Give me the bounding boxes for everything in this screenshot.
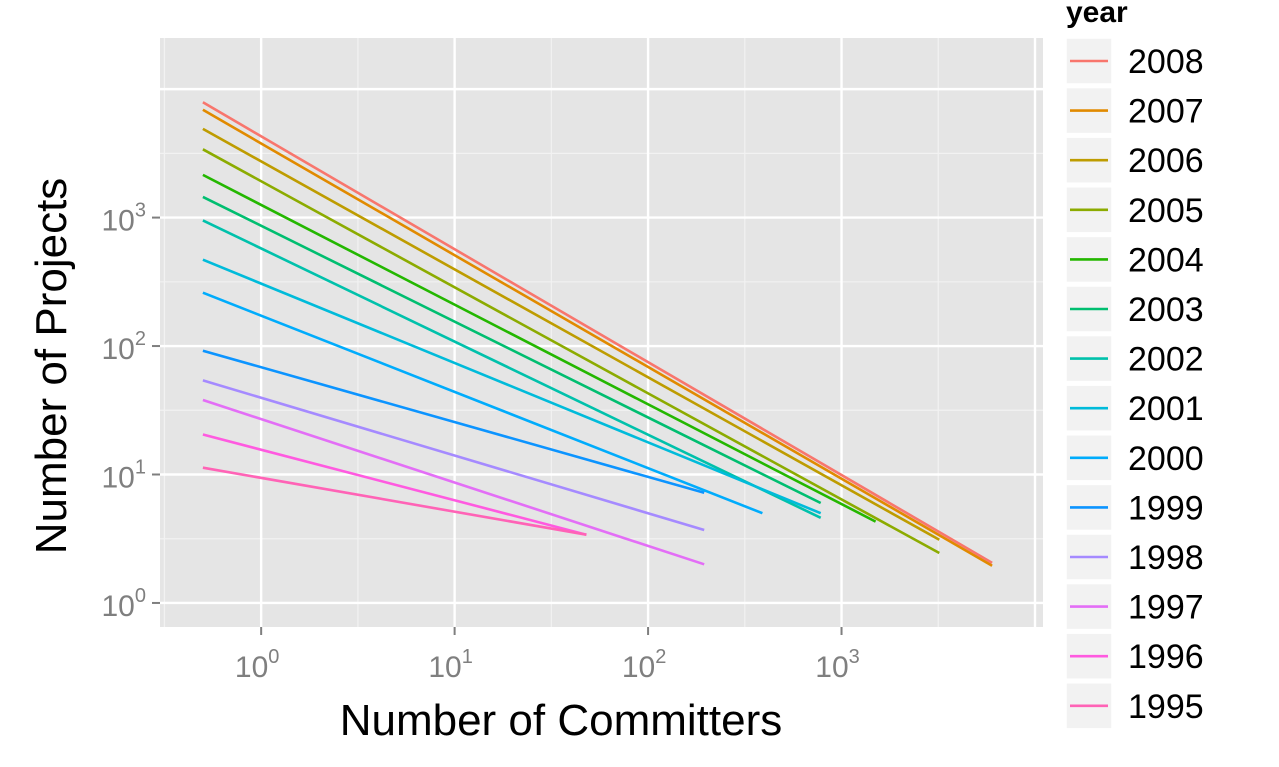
series-line-1998 (202, 379, 705, 532)
series-line-2002 (202, 219, 822, 519)
grid-major (160, 38, 1043, 627)
legend-label-1999: 1999 (1128, 489, 1204, 527)
legend-label-2007: 2007 (1128, 93, 1204, 131)
series-line-1995 (202, 466, 587, 536)
legend-title: year (1066, 0, 1128, 29)
x-axis: 100 101 102 103 (235, 627, 860, 684)
series-line-2008 (202, 101, 993, 565)
legend: year 2008 2007 2006 2005 2004 2003 2002 2001 200… (1065, 0, 1204, 730)
legend-label-2000: 2000 (1128, 440, 1204, 478)
legend-label-1996: 1996 (1128, 638, 1204, 676)
series-line-2003 (202, 195, 822, 505)
y-tick-label: 102 (102, 328, 147, 366)
series-line-2007 (202, 108, 993, 567)
x-tick-label: 100 (235, 646, 280, 684)
series-line-1999 (202, 349, 705, 495)
series-line-2004 (202, 173, 877, 523)
legend-label-2008: 2008 (1128, 43, 1204, 81)
series-line-1997 (202, 398, 705, 566)
x-axis-title: Number of Committers (340, 696, 783, 745)
legend-label-1998: 1998 (1128, 539, 1204, 577)
x-tick-label: 101 (428, 646, 473, 684)
legend-label-2003: 2003 (1128, 291, 1204, 329)
legend-label-1995: 1995 (1128, 688, 1204, 726)
y-tick-label: 103 (102, 200, 147, 238)
x-tick-label: 103 (815, 646, 860, 684)
y-tick-label: 100 (102, 585, 147, 623)
legend-label-2006: 2006 (1128, 142, 1204, 180)
legend-label-2004: 2004 (1128, 241, 1204, 279)
series-line-1996 (202, 433, 587, 536)
x-tick-label: 102 (622, 646, 667, 684)
legend-label-2002: 2002 (1128, 341, 1204, 379)
grid-minor (160, 38, 1043, 627)
legend-label-2001: 2001 (1128, 390, 1204, 428)
series-line-2001 (202, 258, 822, 515)
series-line-2000 (202, 291, 763, 515)
y-axis-title: Number of Projects (27, 178, 76, 555)
legend-label-1997: 1997 (1128, 589, 1204, 627)
series-line-2005 (202, 148, 940, 555)
y-axis: 100 101 102 103 (102, 200, 160, 623)
series-lines (202, 101, 993, 567)
y-tick-label: 101 (102, 457, 147, 495)
legend-label-2005: 2005 (1128, 192, 1204, 230)
series-line-2006 (202, 127, 940, 541)
